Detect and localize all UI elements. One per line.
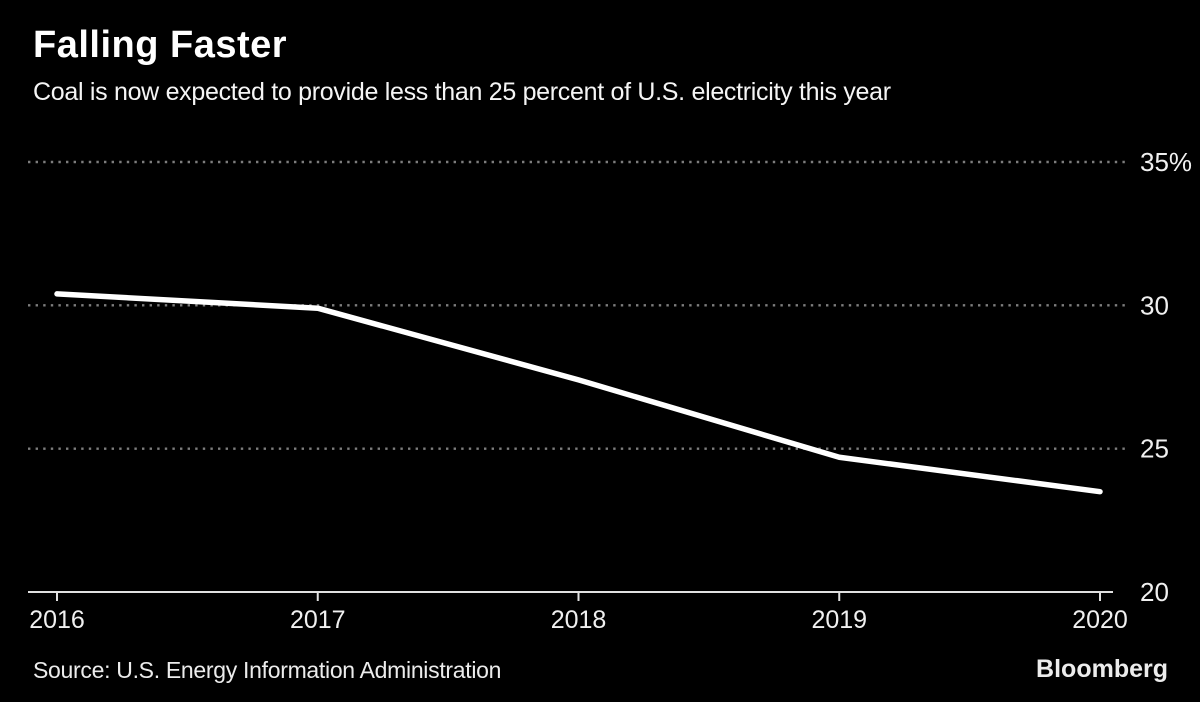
y-axis-label-35: 35% — [1140, 147, 1192, 177]
chart-title: Falling Faster — [33, 24, 288, 66]
y-axis-label-30: 30 — [1140, 290, 1169, 320]
x-axis-label-2016: 2016 — [29, 606, 85, 634]
source-note: Source: U.S. Energy Information Administ… — [33, 657, 502, 683]
y-axis-label-25: 25 — [1140, 434, 1169, 464]
x-axis-label-2018: 2018 — [551, 606, 607, 634]
x-axis-label-2019: 2019 — [811, 606, 867, 634]
x-axis-label-2020: 2020 — [1072, 606, 1128, 634]
data-line-coal-share — [54, 291, 1103, 495]
y-axis-label-20: 20 — [1140, 577, 1169, 607]
chart-header: Falling Faster Coal is now expected to p… — [33, 24, 891, 107]
x-axis-label-2017: 2017 — [290, 606, 346, 634]
chart-subtitle: Coal is now expected to provide less tha… — [33, 77, 891, 106]
bloomberg-logo: Bloomberg — [1036, 655, 1168, 683]
